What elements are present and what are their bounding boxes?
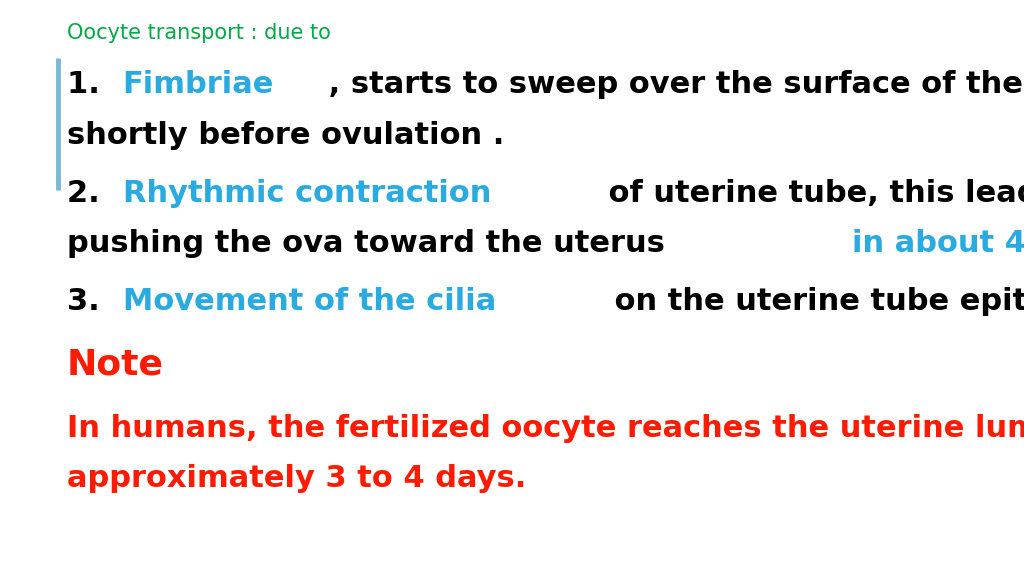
Text: In humans, the fertilized oocyte reaches the uterine lumen in: In humans, the fertilized oocyte reaches…: [67, 414, 1024, 442]
Text: Rhythmic contraction: Rhythmic contraction: [123, 179, 490, 207]
Text: 1.: 1.: [67, 70, 110, 99]
Text: Note: Note: [67, 347, 164, 381]
Text: Oocyte transport : due to: Oocyte transport : due to: [67, 23, 331, 43]
Text: in about 4 days.: in about 4 days.: [852, 229, 1024, 258]
Text: shortly before ovulation .: shortly before ovulation .: [67, 121, 504, 150]
Text: , starts to sweep over the surface of the ovary: , starts to sweep over the surface of th…: [318, 70, 1024, 99]
Text: on the uterine tube epithelial lining.: on the uterine tube epithelial lining.: [604, 287, 1024, 316]
Text: of uterine tube, this leads to: of uterine tube, this leads to: [598, 179, 1024, 207]
Text: 2.: 2.: [67, 179, 110, 207]
Text: approximately 3 to 4 days.: approximately 3 to 4 days.: [67, 464, 526, 493]
Text: pushing the ova toward the uterus: pushing the ova toward the uterus: [67, 229, 675, 258]
Text: 3.: 3.: [67, 287, 110, 316]
Text: Movement of the cilia: Movement of the cilia: [123, 287, 496, 316]
Text: Fimbriae: Fimbriae: [123, 70, 274, 99]
